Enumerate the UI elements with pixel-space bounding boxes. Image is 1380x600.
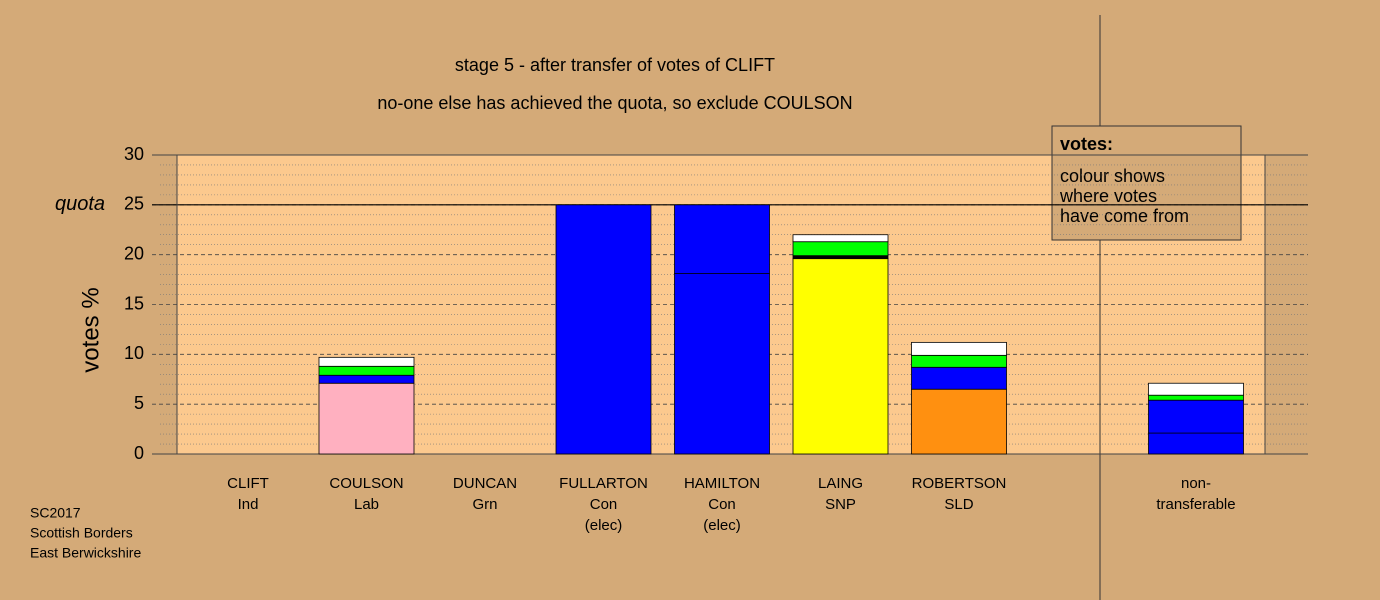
x-tick-label: SLD [944, 496, 973, 513]
bar-segment [792, 258, 889, 455]
footer-line: East Berwickshire [30, 545, 141, 561]
bar-segment [911, 354, 1007, 368]
x-tick-label: SNP [825, 496, 856, 513]
y-tick-label: 5 [134, 393, 144, 413]
y-tick-label: 15 [124, 293, 144, 313]
x-tick-label: transferable [1156, 496, 1235, 513]
note-line: where votes [1059, 186, 1157, 206]
bar-segment [318, 356, 415, 367]
x-tick-label: Lab [354, 496, 379, 513]
x-tick-label: Con [708, 496, 736, 513]
y-tick-label: 30 [124, 144, 144, 164]
note-line: colour shows [1060, 166, 1165, 186]
x-tick-label: non- [1181, 475, 1211, 492]
note-box: votes: colour shows where votes have com… [1051, 125, 1242, 241]
bar-segment [911, 366, 1007, 390]
bar-segment [318, 374, 415, 384]
y-tick-label: 25 [124, 194, 144, 214]
bar-segment [1148, 394, 1244, 401]
x-tick-label: COULSON [329, 475, 403, 492]
bar-segment [674, 273, 770, 455]
x-tick-label: HAMILTON [684, 475, 760, 492]
footer-line: SC2017 [30, 505, 81, 521]
x-tick-label: ROBERTSON [912, 475, 1007, 492]
note-line: have come from [1060, 206, 1189, 226]
quota-label: quota [55, 193, 105, 215]
bar-segment [318, 365, 415, 376]
x-tick-label: CLIFT [227, 475, 269, 492]
bar-segment [792, 241, 889, 257]
x-tick-label: (elec) [585, 517, 623, 534]
bar-segment [674, 204, 770, 275]
bar-segment [792, 234, 889, 243]
x-tick-label: LAING [818, 475, 863, 492]
footer-line: Scottish Borders [30, 525, 133, 541]
bar-segment [1148, 382, 1244, 396]
y-tick-label: 0 [134, 443, 144, 463]
x-tick-label: DUNCAN [453, 475, 517, 492]
y-axis-label: votes % [77, 287, 104, 372]
x-tick-label: FULLARTON [559, 475, 648, 492]
note-heading: votes: [1060, 134, 1113, 154]
x-tick-label: (elec) [703, 517, 741, 534]
bar-segment [911, 341, 1007, 356]
y-tick-label: 10 [124, 343, 144, 363]
x-tick-label: Grn [472, 496, 497, 513]
bar-segment [1148, 432, 1244, 455]
bar-segment [555, 204, 652, 455]
note-frame [1051, 125, 1242, 241]
y-tick-label: 20 [124, 243, 144, 263]
x-tick-label: Con [590, 496, 618, 513]
bar-segment [318, 382, 415, 455]
chart-subtitle: no-one else has achieved the quota, so e… [377, 93, 852, 113]
chart-title: stage 5 - after transfer of votes of CLI… [455, 55, 775, 75]
bar-segment [1148, 399, 1244, 434]
bar-segment [792, 255, 889, 260]
x-tick-label: Ind [238, 496, 259, 513]
bar-segment [911, 388, 1007, 455]
